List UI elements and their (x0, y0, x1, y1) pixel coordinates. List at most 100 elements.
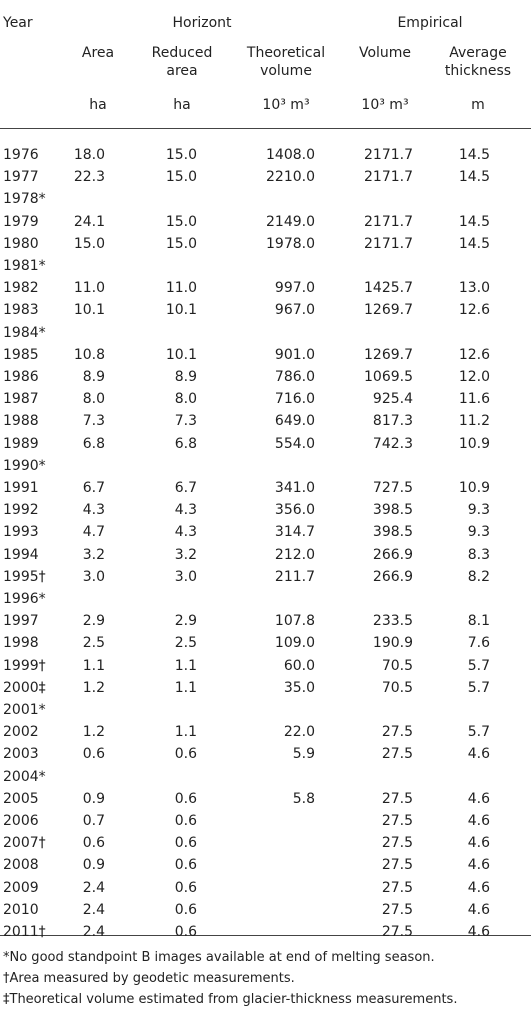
value-cell: 14.5 (458, 147, 490, 163)
value-cell: 6.8 (82, 435, 105, 452)
year-cell: 1978* (3, 191, 46, 208)
value-cell: 398.5 (372, 524, 413, 541)
year-cell: 1995† (3, 568, 46, 585)
value-cell: 1069.5 (364, 369, 413, 385)
value-cell: 2.5 (174, 635, 197, 652)
value-cell: 11.6 (458, 391, 490, 408)
value-cell: 8.0 (174, 391, 197, 408)
value-cell: 1.2 (82, 724, 105, 741)
value-cell: 341.0 (274, 480, 315, 496)
value-cell: 13.0 (458, 280, 490, 297)
year-cell: 2000‡ (3, 679, 46, 696)
year-cell: 1994 (3, 546, 39, 563)
year-cell: 1985 (3, 346, 39, 363)
value-cell: 18.0 (73, 147, 105, 163)
value-cell: 8.2 (467, 568, 490, 585)
value-cell: 233.5 (372, 613, 413, 630)
value-cell: 3.2 (82, 546, 105, 563)
value-cell: 27.5 (381, 724, 413, 741)
value-cell: 12.0 (458, 369, 490, 385)
value-cell: 5.7 (467, 724, 490, 741)
unit-label: 10³ m³ (262, 97, 310, 113)
value-cell: 22.0 (283, 724, 315, 741)
value-cell: 0.6 (174, 901, 197, 918)
year-cell: 1982 (3, 280, 39, 297)
year-cell: 1990* (3, 457, 46, 474)
year-cell: 1983 (3, 302, 39, 319)
year-cell: 2009 (3, 879, 39, 896)
value-cell: 2171.7 (364, 213, 413, 230)
value-cell: 2171.7 (364, 169, 413, 186)
value-cell: 12.6 (458, 346, 490, 363)
value-cell: 2.4 (82, 879, 105, 896)
year-cell: 1986 (3, 369, 39, 385)
value-cell: 398.5 (372, 502, 413, 519)
year-cell: 2010 (3, 901, 39, 918)
year-cell: 2004* (3, 768, 46, 785)
value-cell: 12.6 (458, 302, 490, 319)
year-cell: 1998 (3, 635, 39, 652)
value-cell: 211.7 (274, 568, 315, 585)
value-cell: 0.6 (82, 746, 105, 763)
value-cell: 190.9 (372, 635, 413, 652)
value-cell: 0.6 (174, 790, 197, 807)
value-cell: 22.3 (73, 169, 105, 186)
value-cell: 901.0 (274, 346, 315, 363)
value-cell: 1408.0 (266, 147, 315, 163)
value-cell: 649.0 (274, 413, 315, 430)
value-cell: 14.5 (458, 213, 490, 230)
value-cell: 15.0 (73, 235, 105, 252)
column-header: Theoretical volume (246, 45, 326, 79)
value-cell: 212.0 (274, 546, 315, 563)
value-cell: 109.0 (274, 635, 315, 652)
value-cell: 1425.7 (364, 280, 413, 297)
value-cell: 266.9 (372, 546, 413, 563)
value-cell: 9.3 (467, 502, 490, 519)
value-cell: 27.5 (381, 746, 413, 763)
value-cell: 0.6 (174, 746, 197, 763)
value-cell: 27.5 (381, 901, 413, 918)
value-cell: 27.5 (381, 813, 413, 829)
value-cell: 2171.7 (364, 235, 413, 252)
year-cell: 1979 (3, 213, 39, 230)
footnote: ‡Theoretical volume estimated from glaci… (3, 992, 458, 1007)
value-cell: 0.6 (174, 857, 197, 874)
value-cell: 10.9 (458, 480, 490, 496)
value-cell: 14.5 (458, 235, 490, 252)
value-cell: 27.5 (381, 879, 413, 896)
footnote: †Area measured by geodetic measurements. (3, 971, 295, 986)
value-cell: 8.9 (82, 369, 105, 385)
value-cell: 4.6 (467, 835, 490, 852)
value-cell: 27.5 (381, 857, 413, 874)
year-cell: 2003 (3, 746, 39, 763)
value-cell: 27.5 (381, 924, 413, 940)
value-cell: 10.1 (73, 302, 105, 319)
value-cell: 15.0 (165, 235, 197, 252)
value-cell: 10.1 (165, 302, 197, 319)
value-cell: 2149.0 (266, 213, 315, 230)
value-cell: 1.1 (174, 657, 197, 674)
value-cell: 15.0 (165, 213, 197, 230)
value-cell: 1978.0 (266, 235, 315, 252)
value-cell: 2.9 (174, 613, 197, 630)
column-header: Volume (358, 45, 412, 61)
group-header: Horizont (172, 15, 232, 31)
year-cell: 2005 (3, 790, 39, 807)
value-cell: 70.5 (381, 679, 413, 696)
value-cell: 2210.0 (266, 169, 315, 186)
value-cell: 4.6 (467, 879, 490, 896)
value-cell: 6.7 (174, 480, 197, 496)
unit-label: ha (89, 97, 107, 113)
header-rule (0, 128, 531, 129)
value-cell: 0.6 (174, 813, 197, 829)
value-cell: 266.9 (372, 568, 413, 585)
value-cell: 4.6 (467, 901, 490, 918)
value-cell: 7.3 (174, 413, 197, 430)
year-cell: 1991 (3, 480, 39, 496)
value-cell: 10.1 (165, 346, 197, 363)
year-cell: 2001* (3, 702, 46, 718)
value-cell: 1269.7 (364, 346, 413, 363)
value-cell: 5.7 (467, 657, 490, 674)
value-cell: 2.9 (82, 613, 105, 630)
